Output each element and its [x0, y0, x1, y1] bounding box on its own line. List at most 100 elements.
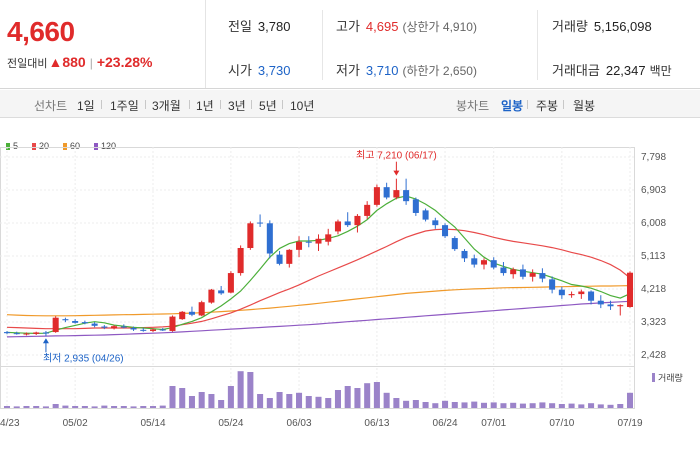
low-annotation: 최저 2,935 (04/26) — [43, 352, 124, 364]
period-3y-button[interactable]: 3년 — [228, 99, 246, 113]
volume-label: 거래량 — [658, 372, 683, 383]
legend-label: 20 — [39, 141, 50, 151]
quote-value: 3,730 — [257, 63, 291, 78]
volume-bar — [597, 404, 604, 408]
volume-bar — [257, 394, 264, 408]
quote-value: 22,347 — [605, 63, 646, 78]
volume-bar — [91, 406, 98, 408]
x-tick-label: 05/02 — [63, 418, 88, 429]
candle-up — [33, 332, 40, 334]
quote-header: 4,660 전일대비▲880 | +23.28% 전일 3,780 고가 4,695 (상… — [0, 0, 700, 89]
candle-down — [539, 273, 546, 279]
candle-down — [412, 199, 419, 213]
candle-down — [159, 329, 166, 331]
candle-up — [578, 291, 585, 295]
candle-down — [432, 220, 439, 226]
legend-swatch — [63, 143, 68, 150]
candle-up — [227, 273, 234, 293]
x-tick-label: 07/10 — [549, 418, 574, 429]
candle-down — [500, 267, 507, 274]
volume-bar — [179, 388, 186, 408]
legend-item-ma20: 20 — [32, 141, 49, 151]
volume-bar — [227, 386, 234, 408]
candle-down — [140, 329, 147, 331]
candle-down — [403, 190, 410, 202]
quote-value: 4,695 — [365, 19, 399, 34]
legend-label: 60 — [70, 141, 81, 151]
candle-up — [529, 273, 536, 277]
volume-bar — [218, 400, 225, 408]
divider — [563, 100, 564, 109]
quote-value: 5,156,098 — [593, 19, 652, 34]
candle-down — [383, 187, 390, 198]
candle-up — [52, 317, 59, 333]
candle-up — [179, 311, 186, 320]
candle-up — [325, 234, 332, 242]
weekly-candle-button[interactable]: 주봉 — [536, 99, 559, 113]
volume-bar — [266, 398, 273, 408]
legend-swatch — [6, 143, 10, 150]
divider: | — [89, 56, 93, 70]
up-arrow-icon — [42, 338, 49, 344]
x-tick-label: 04/23 — [0, 418, 20, 429]
volume-bar — [393, 398, 400, 408]
volume-bar — [149, 406, 157, 408]
candle-down — [13, 333, 20, 335]
volume-bar — [315, 396, 322, 408]
line-chart-label: 선차트 — [34, 99, 68, 113]
quote-label: 고가 — [336, 19, 360, 34]
period-1d-button[interactable]: 1일 — [77, 99, 95, 113]
legend-swatch — [94, 143, 99, 150]
volume-bar — [442, 400, 449, 408]
volume-bar — [52, 404, 59, 408]
upper-limit-value: (상한가 4,910) — [402, 20, 477, 34]
candle-down — [120, 326, 127, 328]
period-5y-button[interactable]: 5년 — [259, 99, 277, 113]
volume-bar — [578, 404, 585, 408]
divider — [282, 100, 283, 109]
volume-bar — [588, 403, 595, 408]
divider — [189, 100, 190, 109]
volume-bar — [276, 392, 283, 408]
candle-up — [373, 187, 380, 205]
candle-up — [247, 223, 254, 248]
volume-bar — [325, 398, 332, 408]
grid-lines — [0, 147, 635, 409]
monthly-candle-button[interactable]: 월봉 — [573, 99, 596, 113]
candle-up — [296, 241, 303, 250]
change-percent: +23.28% — [96, 54, 153, 70]
volume-bar — [344, 386, 351, 408]
volume-bar — [111, 406, 118, 408]
legend-item-ma60: 60 — [63, 141, 80, 151]
volume-bar — [247, 372, 254, 408]
candle-down — [276, 254, 283, 264]
daily-candle-button[interactable]: 일봉 — [501, 99, 524, 113]
period-10y-button[interactable]: 10년 — [290, 99, 315, 113]
ma20-line — [6, 228, 631, 330]
volume-bar — [480, 402, 488, 408]
candle-up — [286, 249, 293, 264]
current-price: 4,660 — [7, 16, 75, 47]
candle-up — [510, 269, 517, 275]
x-tick-label: 07/19 — [617, 418, 642, 429]
volume-bar — [33, 406, 40, 408]
moving-average-legend: 5 20 60 120 — [6, 141, 130, 151]
volume-bar — [471, 401, 478, 408]
volume-bar — [383, 392, 390, 408]
ma5-line — [6, 195, 631, 335]
candle-up — [480, 260, 488, 265]
period-1y-button[interactable]: 1년 — [196, 99, 214, 113]
period-3m-button[interactable]: 3개월 — [152, 99, 181, 113]
y-tick-label: 4,218 — [641, 284, 666, 295]
quote-open: 시가 3,730 — [228, 60, 290, 79]
candle-down — [42, 332, 49, 334]
candle-up — [334, 221, 341, 232]
volume-panel-frame — [0, 366, 635, 409]
ma60-line — [6, 285, 631, 317]
period-1w-button[interactable]: 1주일 — [110, 99, 139, 113]
candle-down — [588, 291, 595, 301]
candle-up — [568, 294, 575, 296]
volume-bar — [237, 371, 244, 408]
volume-bar — [500, 403, 507, 408]
